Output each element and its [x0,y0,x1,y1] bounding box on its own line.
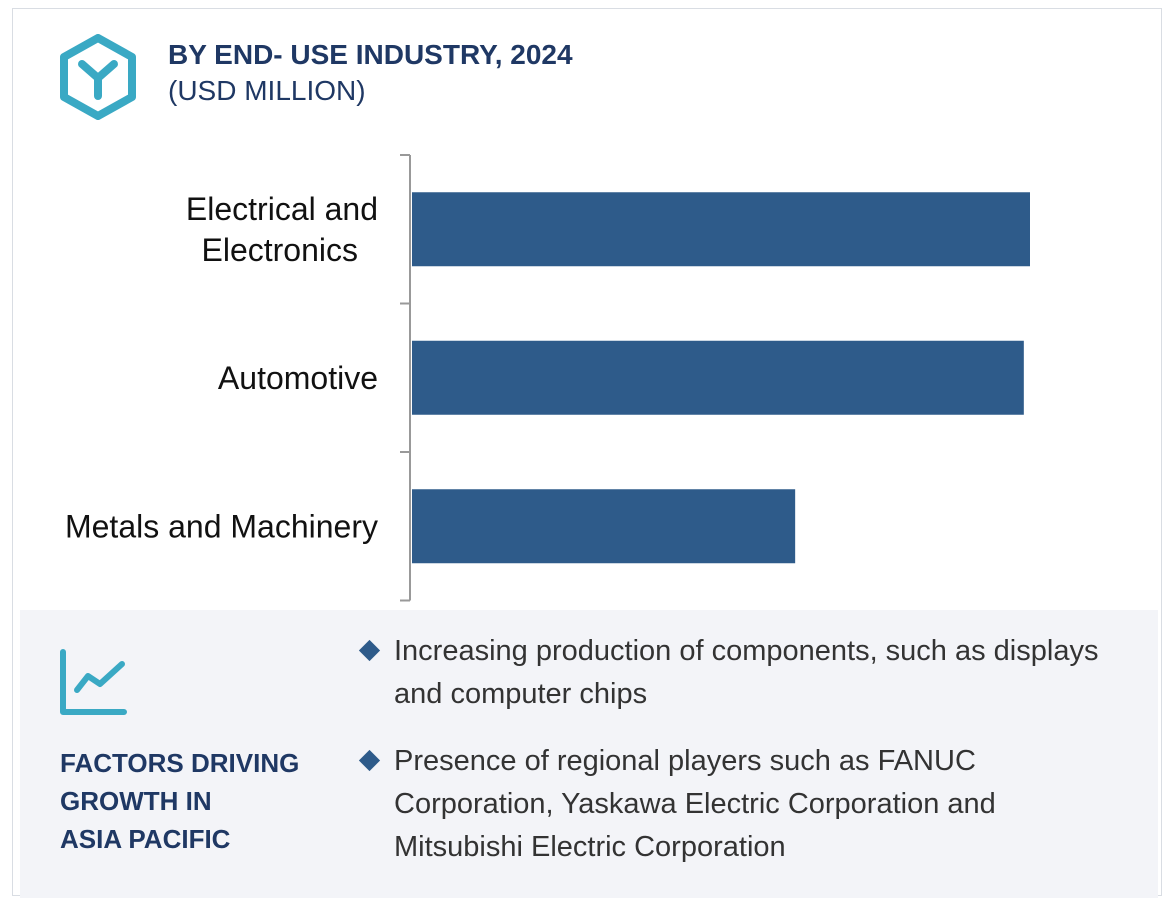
factors-title: FACTORS DRIVING GROWTH IN ASIA PACIFIC [60,748,300,854]
bar-chart: Electrical and Electronics Automotive Metal… [65,154,1030,602]
factors-panel [20,610,1158,898]
category-label: Metals and Machinery [65,508,378,544]
list-item-text: Presence of regional players such as FAN… [394,745,996,863]
list-item-text: Increasing production of components, suc… [394,635,1099,710]
factors-list: Increasing production of components, suc… [358,630,1118,893]
chart-subtitle: (USD MILLION) [168,75,366,106]
diamond-bullet-icon [358,749,381,772]
chart-title: BY END- USE INDUSTRY, 2024 [168,39,573,70]
diamond-bullet-icon [358,639,381,662]
list-item: Presence of regional players such as FAN… [358,740,1118,869]
line-chart-icon [60,649,127,715]
list-item: Increasing production of components, suc… [358,630,1118,716]
bar [412,340,1024,415]
bar [412,489,796,564]
category-label: Electrical and Electronics [186,191,378,268]
hexagon-y-icon [60,34,136,120]
category-label: Automotive [218,360,378,396]
bar [412,192,1030,267]
